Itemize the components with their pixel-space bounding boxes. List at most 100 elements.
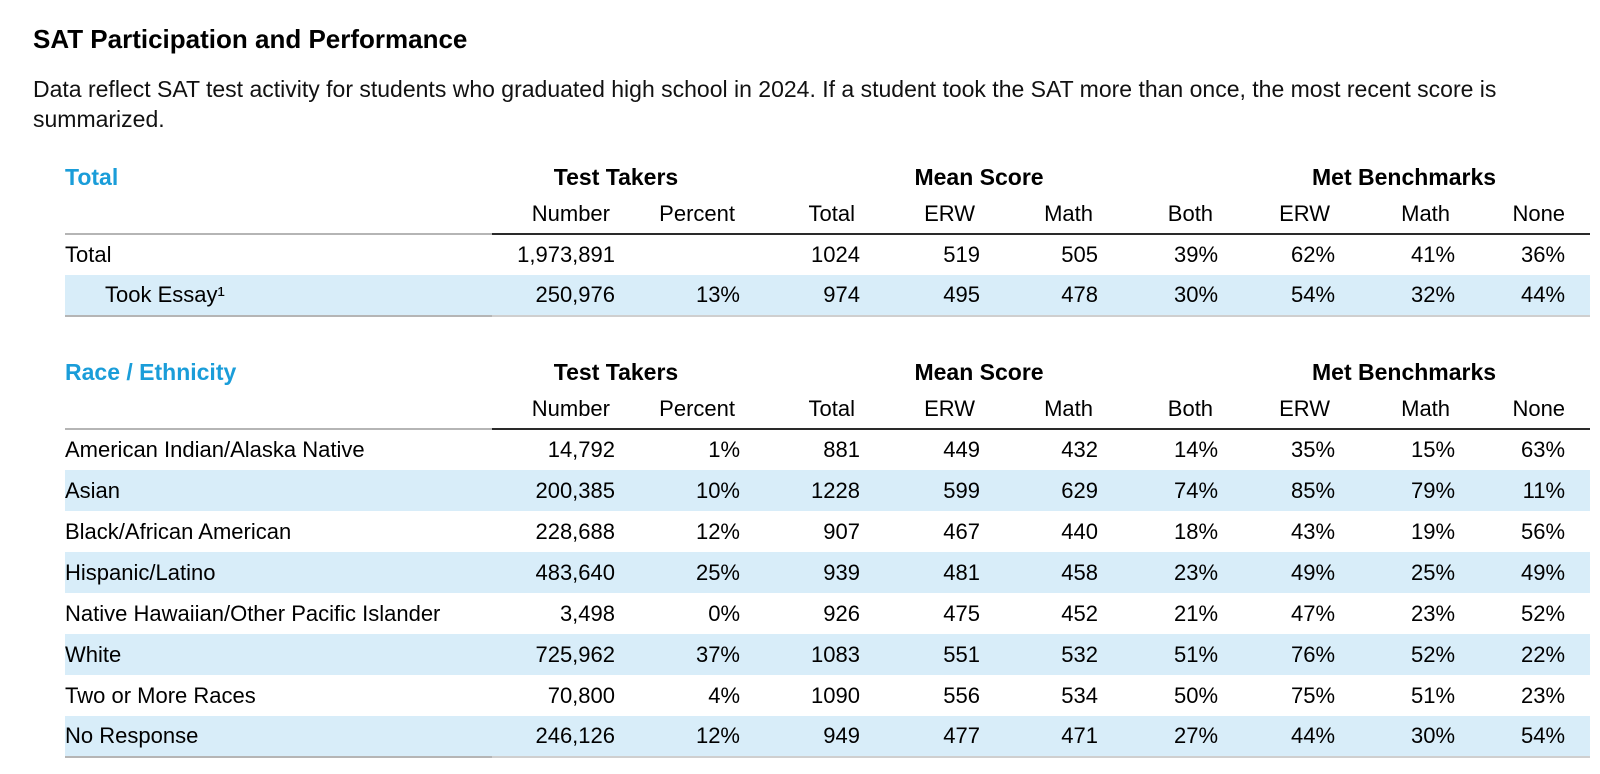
cell-mean-math: 458 <box>980 552 1098 593</box>
cell-bench-math: 41% <box>1411 242 1456 267</box>
cell-percent: 12% <box>695 518 740 544</box>
cell-mean-total: 907 <box>823 518 860 544</box>
column-group-met-benchmarks: Met Benchmarks <box>1312 163 1497 190</box>
cell-mean-both: 18% <box>1174 518 1219 544</box>
column-header-mean-total: Total <box>740 389 860 430</box>
table-row-black-african-american: Black/African American 228,688 12% 907 467 44… <box>65 511 1590 552</box>
cell-bench-erw: 76% <box>1218 634 1336 675</box>
column-header-number: Number <box>492 389 615 430</box>
cell-bench-math: 25% <box>1335 552 1456 593</box>
column-header-percent: Percent <box>615 194 740 235</box>
sat-table-race-ethnicity: Race / Ethnicity Test Takers Mean Score Met… <box>65 355 1591 758</box>
row-label: Hispanic/Latino <box>65 552 492 593</box>
table-row-native-hawaiian-other-pacific-islander: Native Hawaiian/Other Pacific Islander 3,… <box>65 593 1590 634</box>
cell-mean-both: 30% <box>1098 275 1219 317</box>
cell-bench-none: 56% <box>1521 518 1566 544</box>
tables-container: Total Test Takers Mean Score Met Benchmarks… <box>33 160 1591 758</box>
cell-mean-total: 1024 <box>811 242 860 267</box>
cell-number: 250,976 <box>492 275 615 317</box>
cell-bench-erw: 85% <box>1218 470 1336 511</box>
row-label: No Response <box>65 716 492 758</box>
cell-bench-none: 11% <box>1455 470 1591 511</box>
cell-bench-erw: 35% <box>1291 437 1336 462</box>
column-header-mean-erw: ERW <box>860 389 980 430</box>
cell-bench-math: 19% <box>1411 518 1456 544</box>
table-row-american-indian-alaska-native: American Indian/Alaska Native 14,792 1% 881… <box>65 429 1590 470</box>
cell-mean-both: 14% <box>1174 437 1219 462</box>
column-group-test-takers: Test Takers <box>553 358 679 385</box>
cell-mean-math: 452 <box>1061 600 1098 626</box>
table-row-no-response: No Response 246,126 12% 949 477 471 27% 44% 30% 5… <box>65 716 1591 758</box>
cell-mean-erw: 551 <box>860 634 980 675</box>
column-header-bench-math: Math <box>1335 389 1456 430</box>
cell-bench-math: 51% <box>1411 682 1456 708</box>
column-header-number: Number <box>492 194 615 235</box>
cell-mean-both: 51% <box>1098 634 1219 675</box>
section-heading-total: Total <box>65 163 119 190</box>
table-row-total: Total 1,973,891 1024 519 505 39% 62% 41% 36% <box>65 234 1590 275</box>
cell-bench-none: 44% <box>1455 275 1591 317</box>
cell-mean-math: 505 <box>1061 242 1098 267</box>
row-label: Total <box>65 242 112 267</box>
cell-mean-total: 1228 <box>740 470 860 511</box>
column-header-mean-erw: ERW <box>860 194 980 235</box>
cell-number: 1,973,891 <box>517 242 615 267</box>
cell-percent: 10% <box>615 470 740 511</box>
cell-mean-erw: 481 <box>860 552 980 593</box>
cell-number: 228,688 <box>535 518 615 544</box>
cell-mean-math: 440 <box>1061 518 1098 544</box>
cell-bench-none: 22% <box>1455 634 1591 675</box>
cell-bench-math: 32% <box>1335 275 1456 317</box>
column-header-bench-none: None <box>1455 194 1591 235</box>
table-row-hispanic-latino: Hispanic/Latino 483,640 25% 939 481 458 23% 49%… <box>65 552 1591 593</box>
cell-percent: 0% <box>708 600 740 626</box>
cell-mean-total: 1083 <box>740 634 860 675</box>
cell-bench-none: 63% <box>1521 437 1566 462</box>
column-header-mean-math: Math <box>980 389 1098 430</box>
cell-bench-none: 52% <box>1521 600 1566 626</box>
cell-bench-math: 79% <box>1335 470 1456 511</box>
column-group-mean-score: Mean Score <box>914 358 1044 385</box>
cell-percent <box>615 234 740 275</box>
row-label: Black/African American <box>65 518 292 544</box>
report-page: SAT Participation and Performance Data r… <box>33 24 1591 758</box>
cell-bench-erw: 62% <box>1291 242 1336 267</box>
cell-bench-none: 36% <box>1521 242 1566 267</box>
cell-mean-erw: 475 <box>943 600 980 626</box>
cell-mean-erw: 599 <box>860 470 980 511</box>
cell-mean-both: 21% <box>1174 600 1219 626</box>
column-group-test-takers: Test Takers <box>553 163 679 190</box>
cell-bench-none: 54% <box>1455 716 1591 758</box>
cell-bench-math: 30% <box>1335 716 1456 758</box>
row-label: Native Hawaiian/Other Pacific Islander <box>65 600 441 626</box>
cell-number: 483,640 <box>492 552 615 593</box>
row-label: White <box>65 634 492 675</box>
cell-percent: 4% <box>708 682 740 708</box>
cell-mean-math: 629 <box>980 470 1098 511</box>
column-header-bench-none: None <box>1455 389 1591 430</box>
table-row-asian: Asian 200,385 10% 1228 599 629 74% 85% 79% 11% <box>65 470 1591 511</box>
cell-number: 725,962 <box>492 634 615 675</box>
cell-mean-total: 1090 <box>811 682 860 708</box>
cell-mean-erw: 556 <box>943 682 980 708</box>
cell-bench-erw: 43% <box>1291 518 1336 544</box>
cell-mean-total: 926 <box>823 600 860 626</box>
cell-mean-math: 432 <box>1061 437 1098 462</box>
cell-mean-erw: 477 <box>860 716 980 758</box>
cell-bench-erw: 44% <box>1218 716 1336 758</box>
cell-number: 3,498 <box>559 600 615 626</box>
cell-mean-total: 881 <box>823 437 860 462</box>
row-label: Asian <box>65 470 492 511</box>
cell-mean-total: 949 <box>740 716 860 758</box>
column-header-bench-erw: ERW <box>1218 389 1336 430</box>
cell-bench-math: 52% <box>1335 634 1456 675</box>
column-header-mean-math: Math <box>980 194 1098 235</box>
page-title: SAT Participation and Performance <box>33 24 468 54</box>
cell-percent: 25% <box>615 552 740 593</box>
cell-mean-total: 939 <box>740 552 860 593</box>
cell-bench-none: 23% <box>1521 682 1566 708</box>
column-header-mean-both: Both <box>1098 194 1219 235</box>
cell-number: 200,385 <box>492 470 615 511</box>
cell-mean-erw: 495 <box>860 275 980 317</box>
cell-number: 70,800 <box>547 682 615 708</box>
